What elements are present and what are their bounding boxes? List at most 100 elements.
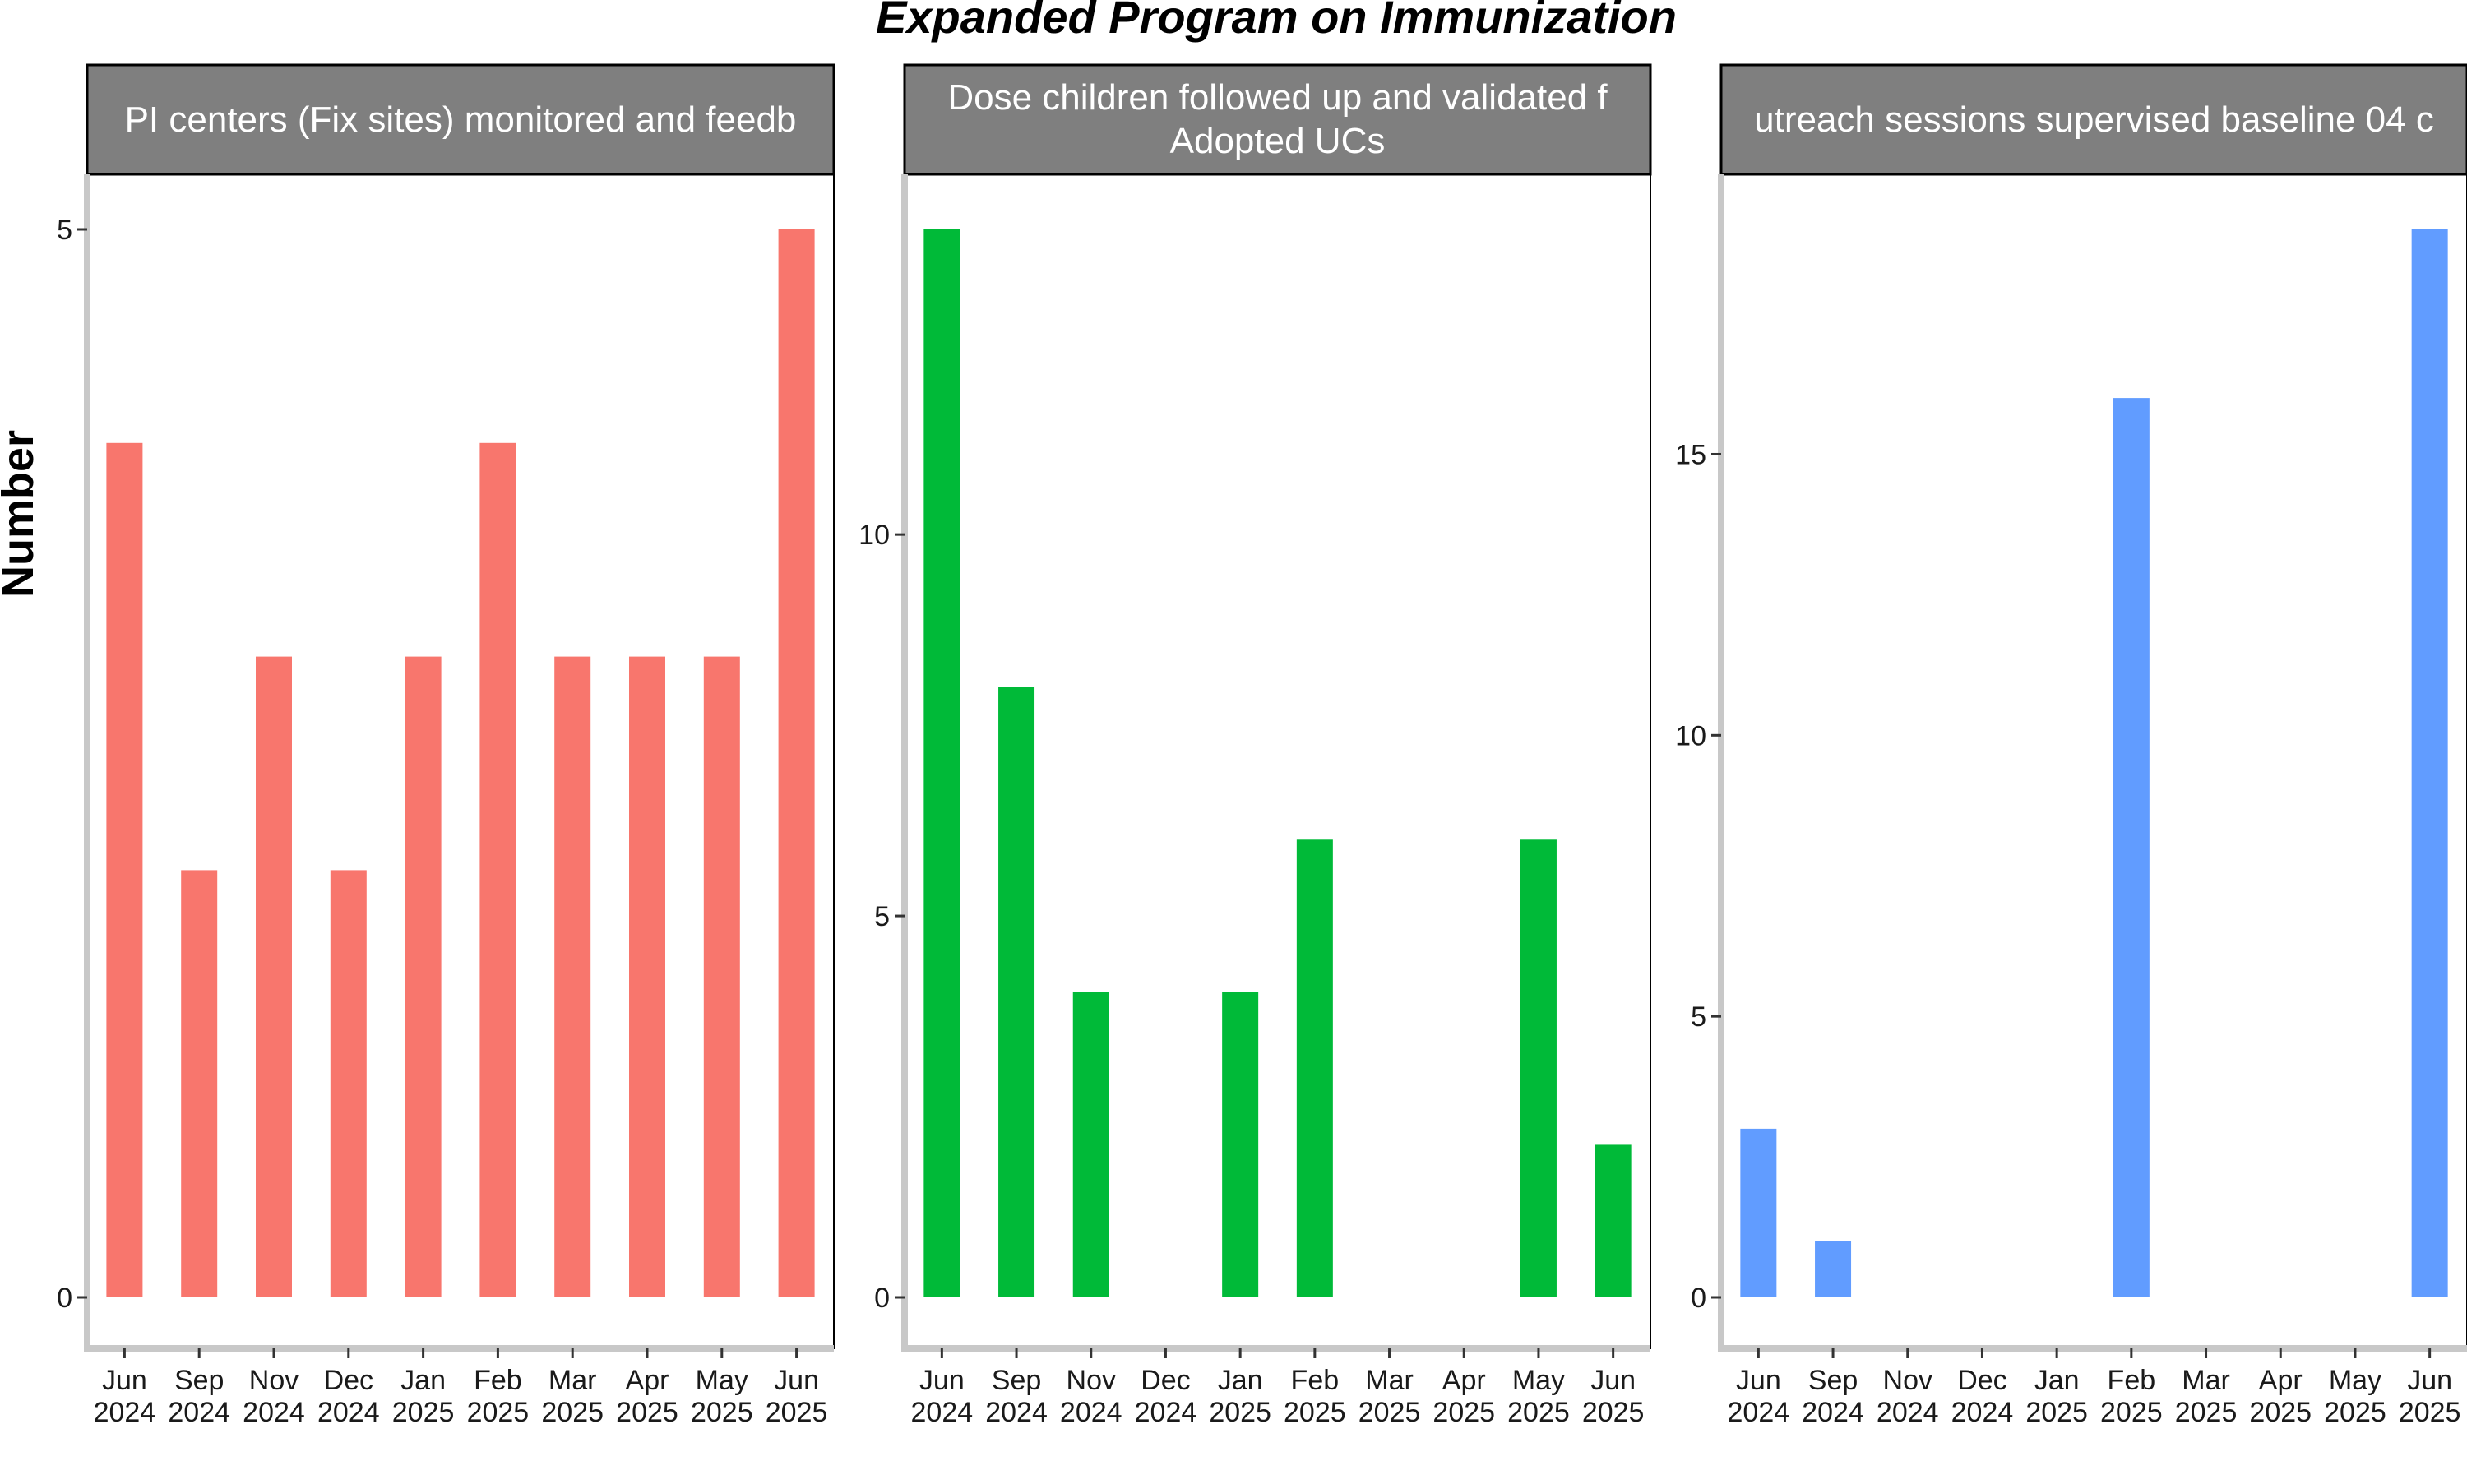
facet-strip-label: PI centers (Fix sites) monitored and fee… <box>125 99 797 140</box>
x-tick-label-month: Mar <box>1365 1365 1414 1396</box>
bar-jun-2025 <box>778 229 815 1297</box>
facet-strip <box>86 63 835 176</box>
bar-jun-2024 <box>106 442 143 1297</box>
y-tick-label: 5 <box>874 901 890 932</box>
bar-jun-2024 <box>1740 1128 1777 1297</box>
x-tick-label-month: Dec <box>1141 1365 1190 1396</box>
x-tick-label-year: 2025 <box>2399 1397 2461 1428</box>
x-tick-label-month: Sep <box>992 1365 1042 1396</box>
bar-may-2025 <box>703 656 740 1297</box>
bar-feb-2025 <box>479 442 516 1297</box>
facet-strip-label: Adopted UCs <box>1170 121 1386 161</box>
bar-sep-2024 <box>1815 1241 1852 1297</box>
bar-feb-2025 <box>2113 398 2150 1298</box>
x-tick-label-month: Sep <box>174 1365 224 1396</box>
x-tick-label-year: 2025 <box>1284 1397 1346 1428</box>
x-tick-label-month: Nov <box>1883 1365 1932 1396</box>
x-tick-label-month: Jan <box>2034 1365 2080 1396</box>
x-tick-label-year: 2025 <box>2175 1397 2238 1428</box>
bar-jan-2025 <box>405 656 442 1297</box>
x-tick-label-month: Dec <box>324 1365 373 1396</box>
bar-apr-2025 <box>629 656 665 1297</box>
x-tick-label-year: 2025 <box>2324 1397 2386 1428</box>
chart-title: Expanded Program on Immunization <box>876 0 1677 43</box>
y-tick-label: 0 <box>874 1283 890 1314</box>
x-tick-label-year: 2024 <box>911 1397 974 1428</box>
facet-panel-1: PI centers (Fix sites) monitored and fee… <box>57 63 835 1428</box>
bar-jun-2024 <box>923 229 960 1297</box>
x-tick-label-year: 2025 <box>2249 1397 2312 1428</box>
x-tick-label-year: 2025 <box>1209 1397 1271 1428</box>
x-tick-label-year: 2025 <box>616 1397 678 1428</box>
x-tick-label-year: 2024 <box>1728 1397 1790 1428</box>
x-tick-label-month: Mar <box>2182 1365 2230 1396</box>
x-tick-label-year: 2024 <box>1135 1397 1197 1428</box>
bar-mar-2025 <box>554 656 591 1297</box>
x-tick-label-year: 2025 <box>1358 1397 1421 1428</box>
x-tick-label-year: 2024 <box>985 1397 1048 1428</box>
y-axis-label: Number <box>0 430 43 598</box>
x-tick-label-year: 2024 <box>1802 1397 1864 1428</box>
x-tick-label-month: Nov <box>249 1365 299 1396</box>
panel-border <box>1720 173 2467 1349</box>
x-tick-label-month: Jun <box>2407 1365 2452 1396</box>
x-tick-label-month: Jun <box>774 1365 819 1396</box>
x-tick-label-year: 2024 <box>317 1397 380 1428</box>
x-tick-label-month: Feb <box>474 1365 522 1396</box>
x-tick-label-month: Jun <box>1736 1365 1781 1396</box>
y-tick-label: 15 <box>1675 439 1706 470</box>
x-tick-label-month: May <box>1512 1365 1565 1396</box>
x-tick-label-year: 2025 <box>2025 1397 2088 1428</box>
x-tick-label-month: Feb <box>2108 1365 2156 1396</box>
x-tick-label-month: Jun <box>1590 1365 1636 1396</box>
facet-strip-label: utreach sessions supervised baseline 04 … <box>1754 99 2434 140</box>
x-tick-label-month: Jan <box>400 1365 446 1396</box>
bar-jun-2025 <box>1595 1144 1632 1297</box>
x-tick-label-year: 2025 <box>392 1397 455 1428</box>
x-tick-label-month: Apr <box>1442 1365 1486 1396</box>
y-tick-label: 0 <box>1691 1283 1706 1314</box>
y-tick-label: 0 <box>57 1283 72 1314</box>
facet-strip-label: Dose children followed up and validated … <box>947 77 1608 118</box>
x-tick-label-month: Mar <box>548 1365 597 1396</box>
x-tick-label-month: May <box>696 1365 748 1396</box>
x-tick-label-year: 2024 <box>94 1397 156 1428</box>
x-tick-label-month: Jun <box>919 1365 965 1396</box>
x-tick-label-month: Feb <box>1291 1365 1340 1396</box>
x-tick-label-month: Jun <box>102 1365 147 1396</box>
bar-sep-2024 <box>181 870 218 1297</box>
x-tick-label-month: Jan <box>1218 1365 1263 1396</box>
x-tick-label-month: Nov <box>1067 1365 1116 1396</box>
x-tick-label-year: 2024 <box>1877 1397 1939 1428</box>
bar-sep-2024 <box>998 687 1035 1297</box>
bar-may-2025 <box>1520 839 1557 1297</box>
x-tick-label-year: 2025 <box>1507 1397 1570 1428</box>
x-tick-label-year: 2025 <box>467 1397 530 1428</box>
x-tick-label-year: 2025 <box>541 1397 604 1428</box>
facet-strip <box>903 63 1652 176</box>
bar-jun-2025 <box>2411 229 2448 1297</box>
bar-nov-2024 <box>1072 992 1109 1297</box>
bar-feb-2025 <box>1296 839 1333 1297</box>
x-tick-label-year: 2024 <box>168 1397 230 1428</box>
facet-panel-2: Dose children followed up and validated … <box>859 63 1652 1428</box>
x-tick-label-year: 2024 <box>1060 1397 1122 1428</box>
x-tick-label-year: 2025 <box>691 1397 753 1428</box>
facet-strip <box>1719 63 2467 176</box>
bar-dec-2024 <box>330 870 367 1297</box>
x-tick-label-year: 2025 <box>1582 1397 1645 1428</box>
x-tick-label-year: 2025 <box>1433 1397 1495 1428</box>
x-tick-label-year: 2024 <box>1951 1397 2014 1428</box>
bar-nov-2024 <box>256 656 292 1297</box>
x-tick-label-month: Apr <box>626 1365 669 1396</box>
x-tick-label-month: Apr <box>2259 1365 2303 1396</box>
x-tick-label-year: 2025 <box>766 1397 828 1428</box>
y-tick-label: 10 <box>859 520 890 551</box>
x-tick-label-year: 2024 <box>243 1397 305 1428</box>
x-tick-label-month: Dec <box>1957 1365 2006 1396</box>
x-tick-label-year: 2025 <box>2100 1397 2163 1428</box>
facet-panel-3: utreach sessions supervised baseline 04 … <box>1675 63 2467 1428</box>
bar-jan-2025 <box>1222 992 1259 1297</box>
